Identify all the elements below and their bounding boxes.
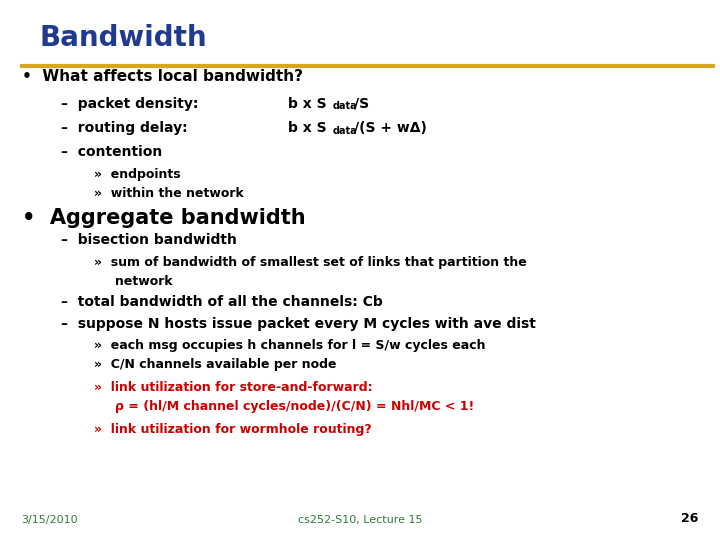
Text: »  C/N channels available per node: » C/N channels available per node	[94, 358, 336, 371]
Text: »  link utilization for store-and-forward:: » link utilization for store-and-forward…	[94, 381, 372, 394]
Text: b x S: b x S	[288, 97, 327, 111]
Text: »  link utilization for wormhole routing?: » link utilization for wormhole routing?	[94, 423, 372, 436]
Text: network: network	[115, 275, 173, 288]
Text: cs252-S10, Lecture 15: cs252-S10, Lecture 15	[298, 515, 422, 525]
Text: data: data	[333, 126, 357, 136]
Text: b x S: b x S	[288, 121, 327, 135]
Text: »  within the network: » within the network	[94, 187, 243, 200]
Text: Bandwidth: Bandwidth	[40, 24, 207, 52]
Text: •  What affects local bandwidth?: • What affects local bandwidth?	[22, 69, 302, 84]
Text: –  total bandwidth of all the channels: Cb: – total bandwidth of all the channels: C…	[61, 295, 383, 309]
Text: 3/15/2010: 3/15/2010	[22, 515, 78, 525]
Text: /(S + wΔ): /(S + wΔ)	[354, 121, 427, 135]
Text: »  sum of bandwidth of smallest set of links that partition the: » sum of bandwidth of smallest set of li…	[94, 256, 526, 269]
Text: data: data	[333, 102, 357, 111]
Text: –  bisection bandwidth: – bisection bandwidth	[61, 233, 237, 247]
Text: »  each msg occupies h channels for l = S/w cycles each: » each msg occupies h channels for l = S…	[94, 339, 485, 352]
Text: –  routing delay:: – routing delay:	[61, 121, 188, 135]
Text: •  Aggregate bandwidth: • Aggregate bandwidth	[22, 207, 305, 228]
Text: »  endpoints: » endpoints	[94, 168, 180, 181]
Text: –  packet density:: – packet density:	[61, 97, 199, 111]
Text: ρ = (hl/M channel cycles/node)/(C/N) = Nhl/MC < 1!: ρ = (hl/M channel cycles/node)/(C/N) = N…	[115, 400, 474, 413]
Text: 26: 26	[681, 512, 698, 525]
Text: –  suppose N hosts issue packet every M cycles with ave dist: – suppose N hosts issue packet every M c…	[61, 317, 536, 331]
Text: –  contention: – contention	[61, 145, 163, 159]
Text: /S: /S	[354, 97, 369, 111]
